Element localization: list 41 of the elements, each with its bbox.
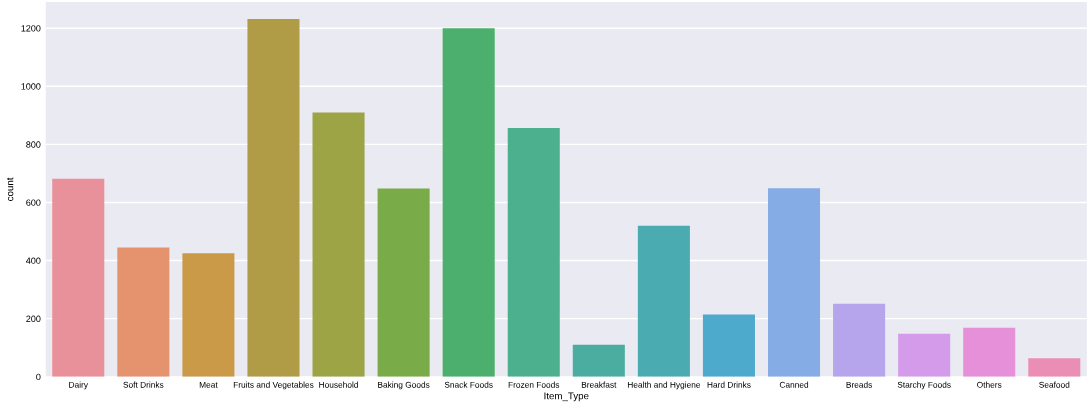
bar [963,327,1016,377]
x-tick-label: Starchy Foods [897,381,951,390]
bar [572,344,625,377]
x-axis-title: Item_Type [544,392,589,402]
x-tick-label: Health and Hygiene [627,381,701,390]
bar [898,333,951,377]
bar [767,188,821,377]
bar [442,28,495,377]
y-tick-label: 800 [26,141,41,148]
y-axis-title: count [6,177,14,201]
x-tick-label: Breakfast [581,381,617,388]
y-tick-label: 400 [26,257,41,264]
bar [702,314,755,377]
x-tick-label: Canned [779,381,809,388]
bar [312,112,365,377]
y-tick-label: 1200 [21,25,41,32]
x-tick-label: Frozen Foods [508,381,560,388]
y-tick-label: 0 [36,373,41,381]
x-tick-label: Baking Goods [378,381,430,390]
bar [377,188,430,377]
x-tick-label: Dairy [69,381,88,390]
bar [117,247,170,377]
bar [1028,358,1081,377]
bar [833,303,886,377]
bar [637,225,690,377]
x-tick-label: Seafood [1039,381,1070,388]
x-tick-label: Fruits and Vegetables [233,381,314,390]
x-tick-label: Soft Drinks [123,381,164,388]
y-tick-label: 200 [26,315,41,323]
bar [247,18,300,377]
x-tick-label: Meat [199,381,218,388]
y-tick-label: 1000 [21,83,41,90]
bar [182,253,235,377]
x-tick-label: Others [977,381,1002,388]
x-tick-label: Hard Drinks [707,381,751,388]
x-tick-label: Household [319,381,358,388]
x-tick-label: Snack Foods [444,381,493,388]
bar [507,128,560,377]
y-tick-label: 600 [26,199,41,206]
bar [52,178,105,377]
x-tick-label: Breads [846,381,872,388]
